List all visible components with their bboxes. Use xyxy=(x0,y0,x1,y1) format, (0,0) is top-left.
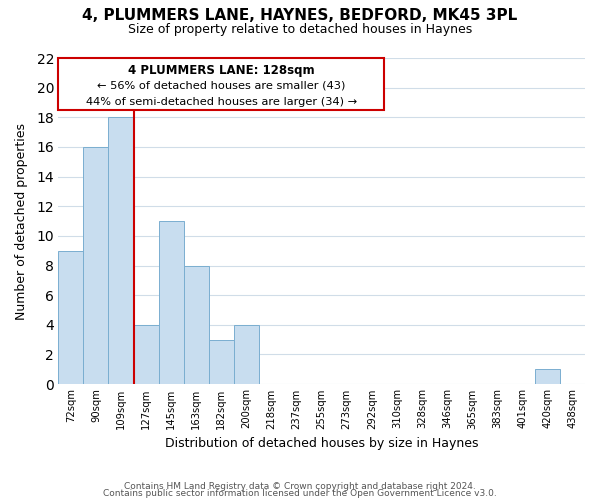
Bar xyxy=(133,325,158,384)
Text: 4 PLUMMERS LANE: 128sqm: 4 PLUMMERS LANE: 128sqm xyxy=(128,64,314,77)
Bar xyxy=(109,118,134,384)
FancyBboxPatch shape xyxy=(58,58,385,110)
Bar xyxy=(158,221,184,384)
Bar xyxy=(234,325,259,384)
Y-axis label: Number of detached properties: Number of detached properties xyxy=(15,122,28,320)
Text: 4, PLUMMERS LANE, HAYNES, BEDFORD, MK45 3PL: 4, PLUMMERS LANE, HAYNES, BEDFORD, MK45 … xyxy=(82,8,518,22)
Text: Contains HM Land Registry data © Crown copyright and database right 2024.: Contains HM Land Registry data © Crown c… xyxy=(124,482,476,491)
X-axis label: Distribution of detached houses by size in Haynes: Distribution of detached houses by size … xyxy=(165,437,478,450)
Bar xyxy=(83,147,109,384)
Bar xyxy=(209,340,234,384)
Text: Contains public sector information licensed under the Open Government Licence v3: Contains public sector information licen… xyxy=(103,490,497,498)
Text: 44% of semi-detached houses are larger (34) →: 44% of semi-detached houses are larger (… xyxy=(86,96,357,106)
Bar xyxy=(58,250,83,384)
Text: ← 56% of detached houses are smaller (43): ← 56% of detached houses are smaller (43… xyxy=(97,80,346,90)
Bar xyxy=(535,370,560,384)
Bar xyxy=(184,266,209,384)
Text: Size of property relative to detached houses in Haynes: Size of property relative to detached ho… xyxy=(128,22,472,36)
